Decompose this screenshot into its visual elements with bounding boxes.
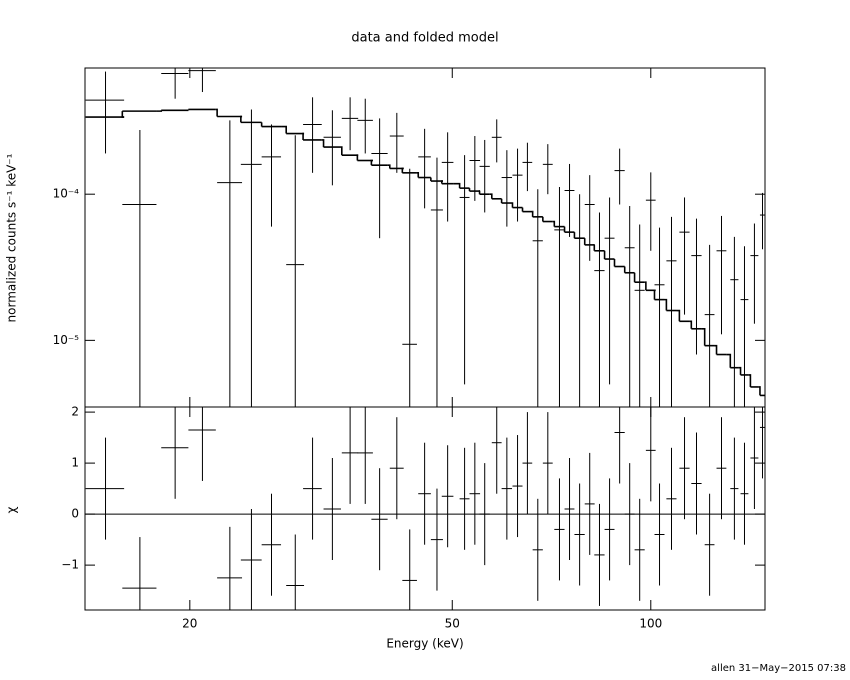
model-connector bbox=[156, 110, 163, 112]
y-axis-label: normalized counts s⁻¹ keV⁻¹ bbox=[5, 153, 19, 322]
model-connector bbox=[121, 111, 125, 118]
x-tick-label: 20 bbox=[182, 617, 197, 631]
model-connector bbox=[401, 167, 404, 173]
model-connector bbox=[676, 309, 681, 322]
chart-title: data and folded model bbox=[351, 31, 498, 46]
model-connector bbox=[758, 386, 761, 396]
model-connector bbox=[689, 320, 693, 329]
model-connector bbox=[653, 289, 656, 300]
y-tick-label: 0 bbox=[71, 507, 79, 521]
model-connector bbox=[340, 146, 343, 156]
y-tick-label: 1 bbox=[71, 456, 79, 470]
model-connector bbox=[726, 353, 732, 368]
y-tick-label: 2 bbox=[71, 405, 79, 419]
model-connector bbox=[416, 172, 420, 178]
y-tick-label: 10⁻⁴ bbox=[53, 187, 80, 201]
model-connector bbox=[644, 281, 647, 291]
model-connector bbox=[478, 190, 481, 195]
model-connector bbox=[321, 139, 325, 148]
y-tick-label: −1 bbox=[61, 558, 79, 572]
model-connector bbox=[302, 132, 305, 140]
x-axis-label: Energy (keV) bbox=[386, 637, 463, 651]
y-axis-label: χ bbox=[5, 506, 19, 513]
model-connector bbox=[240, 115, 243, 123]
bottom-frame bbox=[84, 406, 766, 611]
model-connector bbox=[440, 180, 443, 184]
model-connector bbox=[701, 327, 706, 346]
model-connector bbox=[356, 154, 359, 161]
model-connector bbox=[215, 108, 218, 117]
model-connector bbox=[489, 193, 493, 199]
bottom-plot bbox=[85, 407, 765, 610]
model-connector bbox=[552, 220, 556, 227]
top-plot bbox=[85, 68, 765, 407]
axes: 10⁻⁴ 10⁻⁵ −1 0 1 2 20 50 100 bbox=[53, 68, 765, 631]
model-connector bbox=[664, 298, 668, 311]
footer: allen 31−May−2015 07:38 bbox=[711, 663, 846, 674]
x-tick-label: 50 bbox=[445, 617, 460, 631]
model-connector bbox=[714, 344, 718, 355]
model-connector bbox=[748, 374, 752, 387]
y-tick-label: 10⁻⁵ bbox=[53, 333, 80, 347]
model-connector bbox=[387, 164, 391, 169]
model-connector bbox=[453, 182, 461, 189]
model-connector bbox=[281, 125, 287, 134]
model-connector bbox=[370, 159, 373, 166]
x-tick-label: 100 bbox=[639, 617, 662, 631]
model-connector bbox=[738, 366, 742, 375]
